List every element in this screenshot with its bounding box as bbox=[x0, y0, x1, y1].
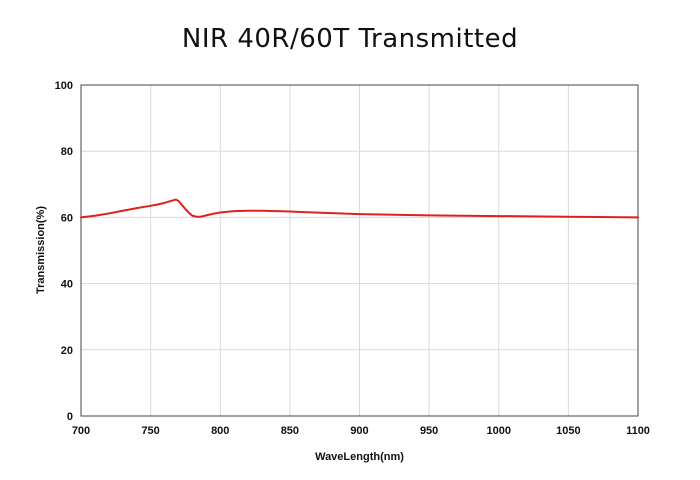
y-axis-label: Transmission(%) bbox=[35, 206, 47, 294]
y-tick-label: 100 bbox=[55, 80, 73, 92]
x-tick-label: 950 bbox=[420, 425, 438, 437]
x-tick-label: 1100 bbox=[626, 425, 650, 437]
x-tick-label: 1050 bbox=[556, 425, 580, 437]
y-tick-label: 0 bbox=[67, 411, 73, 423]
y-tick-label: 40 bbox=[61, 279, 73, 291]
y-tick-label: 80 bbox=[61, 146, 73, 158]
x-axis-label: WaveLength(nm) bbox=[315, 451, 404, 463]
x-tick-labels: 700 750 800 850 900 950 1000 1050 1100 bbox=[72, 425, 650, 437]
x-tick-label: 900 bbox=[350, 425, 368, 437]
y-tick-label: 60 bbox=[61, 212, 73, 224]
y-tick-label: 20 bbox=[61, 345, 73, 357]
x-tick-label: 1000 bbox=[487, 425, 511, 437]
x-tick-label: 750 bbox=[141, 425, 159, 437]
x-tick-label: 850 bbox=[281, 425, 299, 437]
y-tick-labels: 0 20 40 60 80 100 bbox=[55, 80, 73, 423]
x-tick-label: 700 bbox=[72, 425, 90, 437]
x-tick-label: 800 bbox=[211, 425, 229, 437]
plot-frame bbox=[80, 84, 639, 417]
chart-title: NIR 40R/60T Transmitted bbox=[181, 24, 519, 54]
grid-lines bbox=[81, 85, 638, 416]
series-line bbox=[80, 198, 639, 219]
